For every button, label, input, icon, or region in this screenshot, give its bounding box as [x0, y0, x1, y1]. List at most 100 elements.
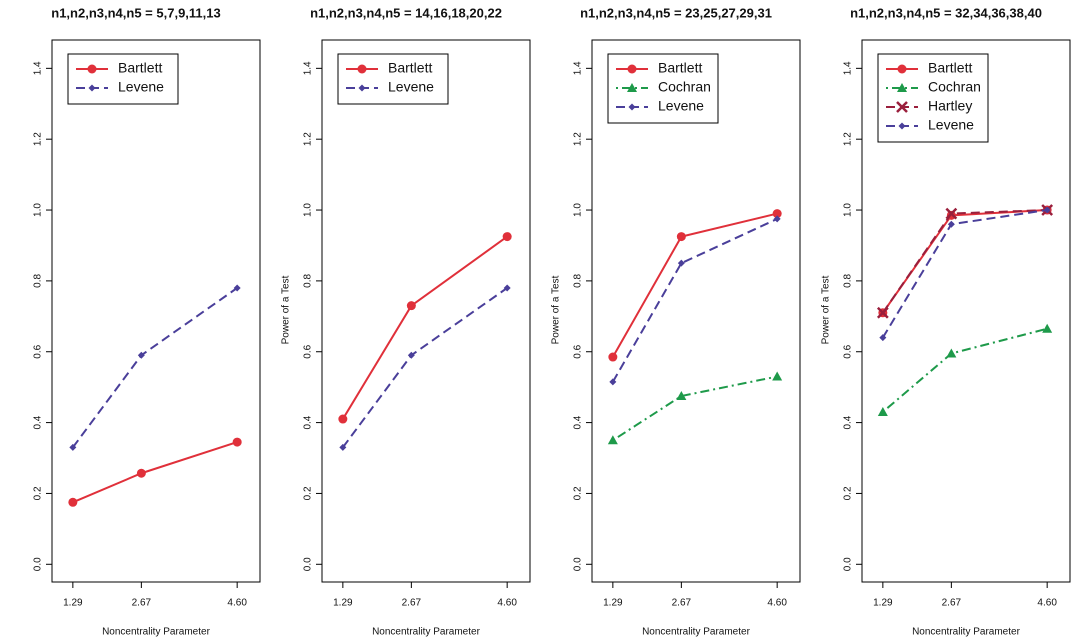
legend-label: Levene [658, 98, 704, 114]
x-tick-label: 1.29 [333, 598, 353, 609]
plot-frame [321, 39, 531, 583]
marker [69, 443, 77, 451]
y-tick-label: 0.8 [303, 274, 314, 288]
x-tick-label: 1.29 [873, 598, 893, 609]
marker [339, 443, 347, 451]
marker [407, 351, 415, 359]
y-tick-label: 1.2 [573, 132, 584, 146]
marker [898, 122, 906, 130]
legend-box [337, 53, 449, 105]
series-line [342, 287, 508, 448]
x-tick-label: 4.60 [1037, 598, 1057, 609]
y-tick-label: 1.2 [843, 132, 854, 146]
x-tick-label: 2.67 [942, 598, 962, 609]
series-line [72, 287, 238, 448]
legend: Bartlett Levene [67, 53, 179, 105]
y-tick-label: 1.0 [843, 203, 854, 217]
chart-title: n1,n2,n3,n4,n5 = 32,34,36,38,40 [850, 5, 1042, 20]
plot-frame [591, 39, 801, 583]
y-tick-label: 0.4 [303, 415, 314, 429]
x-tick-label: 4.60 [767, 598, 787, 609]
plot-frame [861, 39, 1071, 583]
legend: Bartlett Cochran Hartley Levene [877, 53, 989, 143]
marker [772, 371, 783, 381]
marker [773, 215, 781, 223]
x-axis-label: Noncentrality Parameter [912, 627, 1020, 638]
legend-label: Cochran [928, 79, 981, 95]
y-tick-label: 0.0 [573, 557, 584, 571]
marker [357, 64, 367, 74]
marker [1043, 206, 1051, 214]
plot-frame [51, 39, 261, 583]
legend-label: Bartlett [928, 60, 972, 76]
x-tick-label: 1.29 [63, 598, 83, 609]
y-tick-label: 0.2 [303, 486, 314, 500]
y-tick-label: 0.6 [303, 344, 314, 358]
marker [945, 207, 958, 220]
marker [879, 334, 887, 342]
chart-title: n1,n2,n3,n4,n5 = 14,16,18,20,22 [310, 5, 502, 20]
y-tick-label: 0.0 [303, 557, 314, 571]
legend-label: Levene [388, 79, 434, 95]
y-tick-label: 0.0 [33, 557, 44, 571]
y-tick-label: 1.0 [303, 203, 314, 217]
y-tick-label: 0.0 [843, 557, 854, 571]
legend-label: Cochran [658, 79, 711, 95]
series-line [881, 209, 1048, 339]
y-tick-label: 1.2 [303, 132, 314, 146]
marker [137, 351, 145, 359]
y-tick-label: 0.6 [573, 344, 584, 358]
marker [947, 220, 955, 228]
x-tick-label: 4.60 [227, 598, 247, 609]
y-tick-label: 0.6 [843, 344, 854, 358]
legend-label: Bartlett [658, 60, 702, 76]
y-axis-label: Power of a Test [821, 275, 832, 344]
legend: Bartlett Cochran Levene [607, 53, 719, 124]
legend-label: Levene [928, 117, 974, 133]
series-line [882, 327, 1048, 413]
marker [676, 232, 686, 242]
y-tick-label: 1.0 [573, 203, 584, 217]
marker [608, 352, 618, 362]
y-tick-label: 0.2 [843, 486, 854, 500]
marker [406, 301, 416, 311]
marker [502, 232, 512, 242]
x-tick-label: 4.60 [497, 598, 517, 609]
y-tick-label: 0.8 [33, 274, 44, 288]
marker [877, 406, 888, 416]
marker [88, 84, 96, 92]
y-tick-label: 0.6 [33, 344, 44, 358]
y-axis-label: Power of a Test [551, 275, 562, 344]
x-tick-label: 2.67 [402, 598, 422, 609]
y-tick-label: 0.8 [573, 274, 584, 288]
series-line [612, 375, 778, 442]
x-axis-label: Noncentrality Parameter [102, 627, 210, 638]
y-tick-label: 0.4 [843, 415, 854, 429]
x-tick-label: 2.67 [672, 598, 692, 609]
marker [358, 84, 366, 92]
series-line [611, 217, 778, 383]
y-tick-label: 1.2 [33, 132, 44, 146]
marker [876, 306, 889, 319]
y-tick-label: 0.2 [573, 486, 584, 500]
marker [609, 378, 617, 386]
legend-label: Bartlett [118, 60, 162, 76]
y-axis-label: Power of a Test [281, 275, 292, 344]
marker [628, 103, 636, 111]
marker [136, 468, 146, 478]
x-tick-label: 1.29 [603, 598, 623, 609]
legend-label: Levene [118, 79, 164, 95]
series-line [341, 235, 508, 420]
x-axis-label: Noncentrality Parameter [642, 627, 750, 638]
marker [627, 64, 637, 74]
y-tick-label: 1.4 [573, 61, 584, 75]
marker [1042, 323, 1053, 333]
y-tick-label: 1.4 [843, 61, 854, 75]
x-tick-label: 2.67 [132, 598, 152, 609]
marker [897, 83, 907, 92]
y-tick-label: 0.2 [33, 486, 44, 500]
marker [896, 101, 908, 113]
marker [676, 391, 687, 401]
y-tick-label: 0.4 [573, 415, 584, 429]
